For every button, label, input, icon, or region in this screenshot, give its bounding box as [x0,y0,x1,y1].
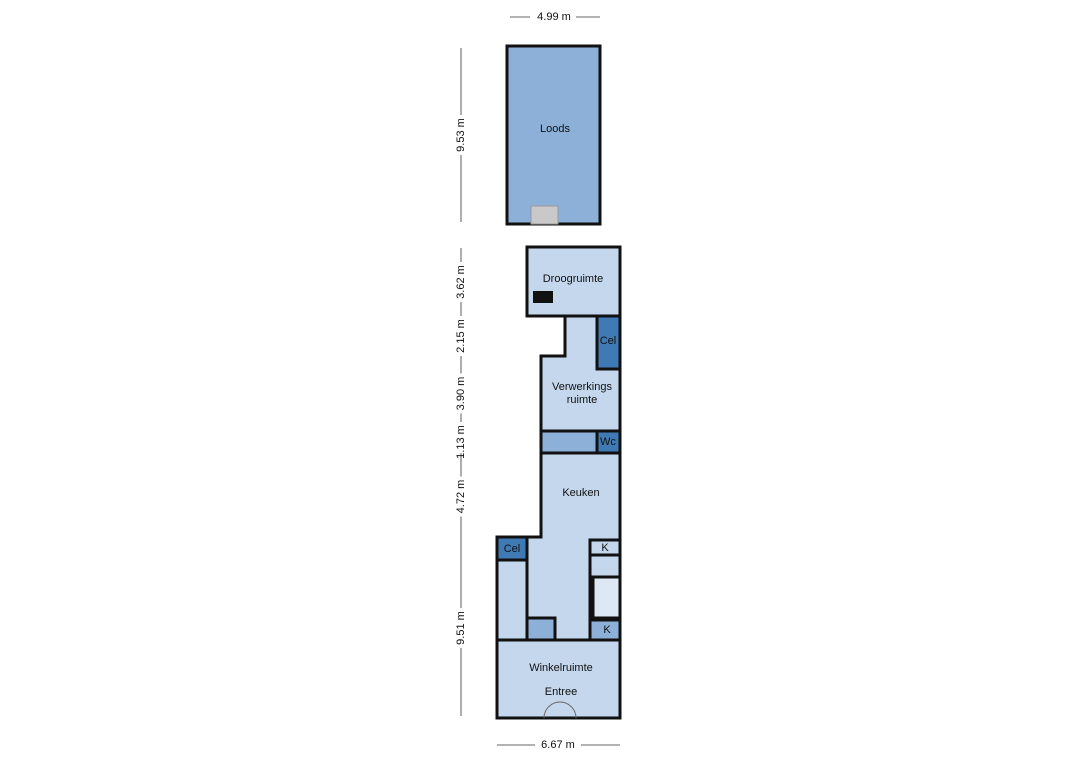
door [543,701,577,719]
dimension-label: 9.53 m [455,118,467,152]
label-bg [535,738,581,752]
fixture [533,291,553,303]
room-k [588,618,622,642]
label-bg [455,373,467,414]
label-bg [455,316,467,356]
room-label: K [601,542,609,554]
room-label: Entree [545,686,577,698]
room-label: Winkelruimte [529,662,593,674]
label-bg [455,422,467,462]
room-cel [595,314,622,371]
dimension-label: 3.90 m [455,377,467,411]
room-keuken [495,451,622,720]
dimension-label: 1.13 m [455,425,467,459]
room-label: Loods [540,123,570,135]
room-label: Cel [504,543,521,555]
dimension-label: 9.51 m [455,611,467,645]
dimension-label: 4.99 m [537,11,571,23]
fixture [530,205,559,225]
room-label: Verwerkings [552,381,612,393]
room-label: Keuken [562,487,599,499]
left-dimensions: 9.53 m 3.62 m 2.15 m 3.90 m 1.13 m 4.72 m 9.51… [455,48,467,716]
stairs [591,575,622,620]
label-bg [530,10,576,24]
hallway [539,429,599,455]
dimension-label: 6.67 m [541,739,575,751]
cabinet [525,616,557,642]
label-bg [455,608,467,648]
dimension-label: 4.72 m [455,480,467,514]
room-loods [505,44,602,226]
room-label: K [603,624,611,636]
dimension-label: 2.15 m [455,319,467,353]
room-label: Cel [600,335,617,347]
room-label: Wc [600,436,616,448]
room-k [588,538,622,557]
label-bg [455,476,467,517]
dimension-label: 3.62 m [455,265,467,299]
room-label: ruimte [567,394,598,406]
label-bg [455,115,467,155]
room-label: Droogruimte [543,273,604,285]
label-bg [455,262,467,302]
